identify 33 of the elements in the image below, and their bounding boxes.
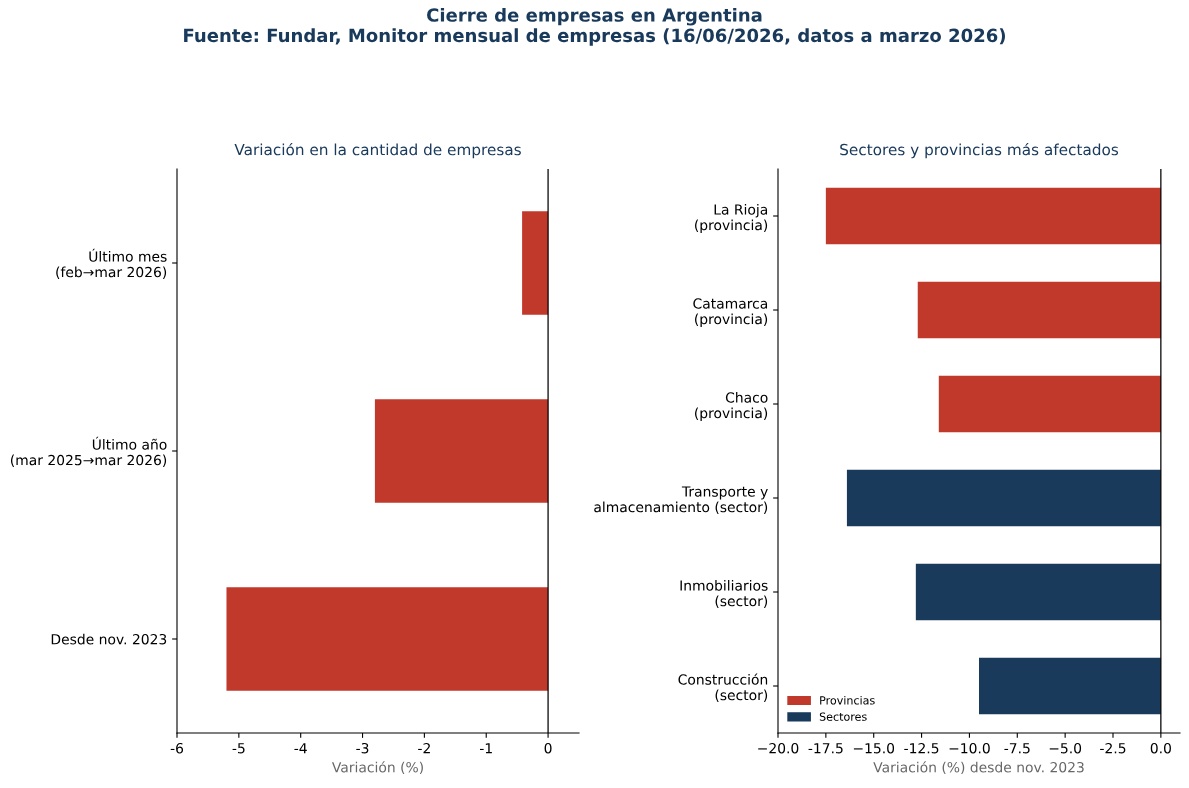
- y-tick-label: Último año (mar 2025→mar 2026): [10, 436, 167, 467]
- y-tick-label: Desde nov. 2023: [51, 633, 167, 645]
- x-tick-label: 0: [544, 742, 552, 754]
- y-tick-label: Catamarca (provincia): [693, 298, 768, 327]
- x-axis-title: Variación (%): [331, 761, 423, 775]
- x-tick-label: -2.5: [1100, 742, 1126, 754]
- x-tick-label: -3: [356, 742, 369, 754]
- legend-label: Sectores: [819, 712, 867, 721]
- x-tick-label: -17.5: [808, 743, 843, 754]
- y-tick-label: Chaco (provincia): [695, 392, 768, 421]
- y-tick-label: Último mes (feb→mar 2026): [56, 248, 167, 279]
- x-tick-label: 0.0: [1150, 742, 1171, 754]
- x-tick-label: -4: [294, 743, 307, 754]
- x-tick-label: -5: [232, 743, 245, 754]
- chart-title: Variación en la cantidad de empresas: [234, 142, 521, 159]
- x-tick-label: −10.0: [949, 742, 990, 754]
- text: Cierre de empresas en Argentina: [427, 7, 762, 26]
- x-tick-label: −5.0: [1049, 742, 1082, 754]
- x-axis-title: Variación (%) desde nov. 2023: [873, 761, 1084, 775]
- x-tick-label: -12.5: [904, 742, 939, 754]
- y-tick-label: La Rioja (provincia): [695, 204, 768, 233]
- y-tick-label: Inmobiliarios (sector): [680, 580, 768, 608]
- source-note: Fuente: Fundar, Monitor mensual de empresas (16/06/2026, datos a marzo 2026): [184, 28, 1006, 46]
- x-tick-label: -7.5: [1004, 743, 1030, 754]
- y-tick-label: Construcción (sector): [678, 673, 768, 702]
- y-tick-label: Transporte y almacenamiento (sector): [594, 486, 768, 514]
- x-tick-label: −20.0: [758, 742, 799, 754]
- legend-label: Provincias: [820, 695, 875, 705]
- x-tick-label: -1: [479, 743, 492, 754]
- x-tick-label: -6: [170, 742, 184, 754]
- x-tick-label: −15.0: [853, 742, 895, 754]
- chart-title: Sectores y provincias más afectados: [840, 142, 1119, 159]
- x-tick-label: -2: [418, 742, 430, 754]
